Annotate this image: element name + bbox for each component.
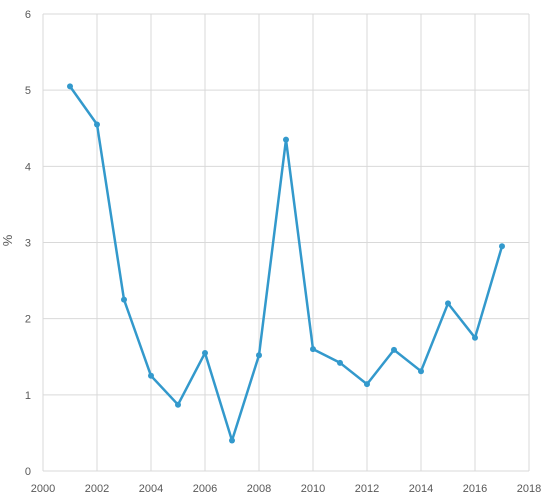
data-point bbox=[121, 296, 127, 303]
data-point bbox=[499, 243, 505, 250]
x-tick-label: 2018 bbox=[517, 483, 541, 495]
y-tick-label: 6 bbox=[25, 9, 31, 21]
x-tick-label: 2002 bbox=[85, 483, 109, 495]
y-tick-label: 3 bbox=[25, 238, 31, 250]
data-point bbox=[391, 346, 397, 353]
data-point bbox=[418, 368, 424, 375]
y-tick-label: 2 bbox=[25, 314, 31, 326]
data-point bbox=[202, 349, 208, 356]
y-axis-label: % bbox=[0, 234, 15, 246]
data-point bbox=[310, 346, 316, 353]
x-tick-label: 2016 bbox=[463, 483, 487, 495]
data-point bbox=[445, 300, 451, 307]
x-tick-label: 2000 bbox=[31, 483, 55, 495]
x-tick-label: 2006 bbox=[193, 483, 217, 495]
tick-labels: 0 1 2 3 4 5 6 2000 2002 2004 2006 2008 2010 2012 2014 2… bbox=[25, 9, 541, 495]
data-point bbox=[364, 381, 370, 388]
data-point bbox=[337, 359, 343, 366]
x-tick-label: 2004 bbox=[139, 483, 163, 495]
y-tick-label: 1 bbox=[25, 390, 31, 402]
data-point bbox=[229, 437, 235, 444]
data-point bbox=[175, 401, 181, 408]
y-tick-label: 5 bbox=[25, 85, 31, 97]
data-point bbox=[67, 83, 73, 90]
data-point bbox=[472, 334, 478, 341]
y-tick-label: 0 bbox=[25, 466, 31, 478]
x-tick-label: 2012 bbox=[355, 483, 379, 495]
data-point bbox=[94, 121, 100, 128]
x-tick-label: 2008 bbox=[247, 483, 271, 495]
x-tick-label: 2014 bbox=[409, 483, 433, 495]
data-point bbox=[256, 352, 262, 359]
x-tick-label: 2010 bbox=[301, 483, 325, 495]
data-point bbox=[148, 372, 154, 379]
data-point bbox=[283, 136, 289, 143]
y-tick-label: 4 bbox=[25, 161, 31, 173]
series bbox=[67, 83, 505, 444]
grid bbox=[42, 13, 530, 472]
